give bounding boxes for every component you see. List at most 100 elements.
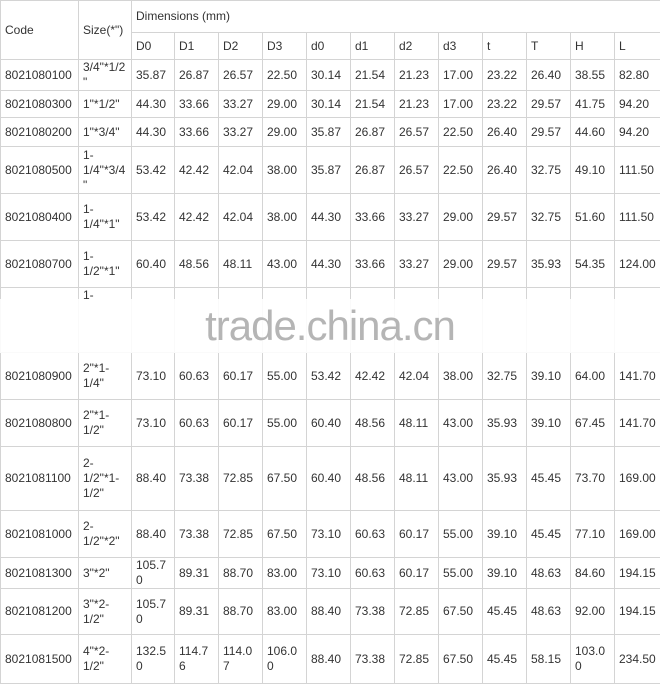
value-cell: 45.45	[527, 447, 571, 511]
value-cell: 77.10	[571, 511, 615, 558]
value-cell: 30.14	[307, 60, 351, 91]
value-cell: 48.63	[527, 589, 571, 635]
value-cell: 84.60	[571, 558, 615, 589]
header-cell: H	[571, 33, 615, 60]
value-cell: 53.42	[132, 147, 175, 194]
value-cell: 114.07	[219, 635, 263, 684]
size-cell: 1"*1/2"	[79, 91, 132, 118]
value-cell: 38.00	[263, 147, 307, 194]
code-cell: 8021080300	[1, 91, 79, 118]
value-cell: 60.63	[351, 511, 395, 558]
value-cell: 194.15	[615, 589, 660, 635]
value-cell: 132.50	[132, 635, 175, 684]
value-cell: 60.63	[351, 558, 395, 589]
value-cell: 29.57	[527, 118, 571, 147]
header-cell: Code	[1, 1, 79, 60]
value-cell: 88.40	[307, 589, 351, 635]
value-cell: 33.27	[219, 91, 263, 118]
value-cell: 48.11	[219, 241, 263, 288]
value-cell: 39.10	[527, 400, 571, 447]
value-cell: 73.10	[132, 400, 175, 447]
value-cell: 43.00	[439, 447, 483, 511]
value-cell: 73.38	[175, 511, 219, 558]
value-cell: 194.15	[615, 558, 660, 589]
value-cell: 64.00	[571, 353, 615, 400]
size-cell: 2-1/2"*2"	[79, 511, 132, 558]
value-cell: 105.70	[132, 558, 175, 589]
value-cell: 54.35	[571, 241, 615, 288]
value-cell: 94.20	[615, 91, 660, 118]
header-cell: Dimensions (mm)	[132, 1, 660, 33]
value-cell: 29.57	[527, 91, 571, 118]
watermark: trade.china.cn	[0, 299, 660, 353]
value-cell: 114.76	[175, 635, 219, 684]
size-cell: 2"*1-1/4"	[79, 353, 132, 400]
value-cell: 73.10	[307, 558, 351, 589]
size-cell: 1-1/4"*3/4"	[79, 147, 132, 194]
value-cell: 124.00	[615, 241, 660, 288]
value-cell: 72.85	[219, 511, 263, 558]
value-cell: 33.66	[175, 118, 219, 147]
value-cell: 55.00	[439, 558, 483, 589]
value-cell: 88.40	[307, 635, 351, 684]
value-cell: 32.75	[527, 147, 571, 194]
value-cell: 48.11	[395, 400, 439, 447]
header-row: Code Size(*") Dimensions (mm)	[1, 1, 660, 33]
value-cell: 26.57	[395, 147, 439, 194]
value-cell: 60.63	[175, 400, 219, 447]
value-cell: 88.40	[132, 511, 175, 558]
value-cell: 33.27	[395, 241, 439, 288]
value-cell: 22.50	[263, 60, 307, 91]
value-cell: 26.40	[483, 118, 527, 147]
value-cell: 89.31	[175, 589, 219, 635]
header-cell: d3	[439, 33, 483, 60]
value-cell: 73.70	[571, 447, 615, 511]
value-cell: 72.85	[219, 447, 263, 511]
value-cell: 32.75	[483, 353, 527, 400]
value-cell: 83.00	[263, 589, 307, 635]
value-cell: 73.38	[351, 635, 395, 684]
value-cell: 44.30	[132, 91, 175, 118]
value-cell: 29.57	[483, 241, 527, 288]
header-cell: d2	[395, 33, 439, 60]
value-cell: 89.31	[175, 558, 219, 589]
header-cell: Size(*")	[79, 1, 132, 60]
value-cell: 111.50	[615, 147, 660, 194]
value-cell: 21.23	[395, 91, 439, 118]
value-cell: 29.57	[483, 194, 527, 241]
value-cell: 67.45	[571, 400, 615, 447]
size-cell: 3"*2"	[79, 558, 132, 589]
value-cell: 48.56	[351, 400, 395, 447]
value-cell: 83.00	[263, 558, 307, 589]
header-cell: D3	[263, 33, 307, 60]
value-cell: 26.40	[527, 60, 571, 91]
value-cell: 51.60	[571, 194, 615, 241]
value-cell: 234.50	[615, 635, 660, 684]
value-cell: 45.45	[483, 635, 527, 684]
header-cell: t	[483, 33, 527, 60]
value-cell: 45.45	[527, 511, 571, 558]
value-cell: 38.00	[263, 194, 307, 241]
value-cell: 35.93	[483, 400, 527, 447]
value-cell: 60.17	[395, 558, 439, 589]
value-cell: 35.87	[132, 60, 175, 91]
value-cell: 48.63	[527, 558, 571, 589]
value-cell: 26.87	[351, 147, 395, 194]
value-cell: 60.40	[307, 400, 351, 447]
value-cell: 48.56	[351, 447, 395, 511]
code-cell: 8021081100	[1, 447, 79, 511]
value-cell: 33.27	[219, 118, 263, 147]
code-cell: 8021080900	[1, 353, 79, 400]
value-cell: 39.10	[527, 353, 571, 400]
value-cell: 23.22	[483, 60, 527, 91]
value-cell: 22.50	[439, 118, 483, 147]
value-cell: 67.50	[263, 447, 307, 511]
value-cell: 55.00	[263, 353, 307, 400]
code-cell: 8021081000	[1, 511, 79, 558]
value-cell: 44.30	[132, 118, 175, 147]
header-cell: d0	[307, 33, 351, 60]
